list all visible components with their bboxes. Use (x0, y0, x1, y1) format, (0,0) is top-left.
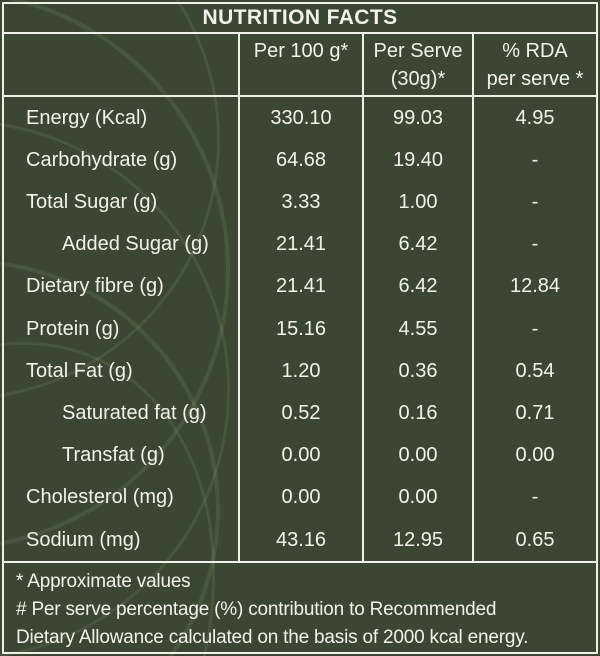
value-rda-per-serve: 0.71 (472, 392, 596, 435)
value-rda-per-serve: - (472, 308, 596, 351)
value-per-serve: 0.36 (362, 350, 472, 393)
panel-title: NUTRITION FACTS (4, 4, 596, 34)
value-per-serve: 0.00 (362, 476, 472, 520)
value-per-serve: 4.55 (362, 308, 472, 351)
table-row: Energy (Kcal) 330.10 99.03 4.95 (4, 97, 596, 140)
table-row: Cholesterol (mg) 0.00 0.00 - (4, 476, 596, 520)
value-per-100g: 21.41 (238, 265, 362, 309)
table-header-row: Per 100 g* Per Serve (30g)* % RDA per se… (4, 34, 596, 97)
value-per-serve: 6.42 (362, 265, 472, 309)
value-rda-per-serve: - (472, 223, 596, 266)
footnotes: * Approximate values # Per serve percent… (4, 561, 596, 652)
table-row: Carbohydrate (g) 64.68 19.40 - (4, 139, 596, 182)
column-header-nutrient (4, 34, 238, 95)
value-per-serve: 19.40 (362, 139, 472, 182)
table-row: Total Fat (g) 1.20 0.36 0.54 (4, 350, 596, 393)
footnote-rda-line2: Dietary Allowance calculated on the basi… (16, 627, 529, 649)
value-per-serve: 99.03 (362, 97, 472, 140)
column-header-line: Per 100 g* (253, 40, 349, 62)
value-per-serve: 0.00 (362, 434, 472, 477)
value-per-100g: 0.00 (238, 434, 362, 477)
table-row: Sodium (mg) 43.16 12.95 0.65 (4, 519, 596, 562)
value-rda-per-serve: 4.95 (472, 97, 596, 140)
table-row: Saturated fat (g) 0.52 0.16 0.71 (4, 392, 596, 435)
value-per-100g: 330.10 (238, 97, 362, 140)
table-body: Energy (Kcal) 330.10 99.03 4.95 Carbohyd… (4, 97, 596, 562)
value-per-100g: 43.16 (238, 519, 362, 562)
nutrient-label: Added Sugar (g) (62, 233, 209, 256)
value-per-serve: 6.42 (362, 223, 472, 266)
table-row: Transfat (g) 0.00 0.00 0.00 (4, 434, 596, 477)
column-header-line: (30g)* (390, 68, 446, 91)
value-rda-per-serve: - (472, 181, 596, 224)
nutrient-label: Cholesterol (mg) (26, 486, 174, 509)
value-rda-per-serve: 0.54 (472, 350, 596, 393)
nutrient-label: Total Sugar (g) (26, 191, 158, 213)
nutrient-label: Saturated fat (g) (62, 402, 207, 425)
column-header-line: % RDA (502, 40, 568, 62)
column-header-line: per serve * (486, 68, 584, 91)
table-row: Total Sugar (g) 3.33 1.00 - (4, 181, 596, 224)
nutrient-label: Transfat (g) (62, 444, 165, 467)
nutrient-label: Sodium (mg) (26, 528, 141, 551)
value-rda-per-serve: 12.84 (472, 265, 596, 309)
nutrient-label: Total Fat (g) (26, 359, 133, 382)
value-rda-per-serve: 0.00 (472, 434, 596, 477)
value-per-100g: 3.33 (238, 181, 362, 224)
column-header-per-serve: Per Serve (30g)* (362, 34, 472, 95)
value-per-100g: 0.00 (238, 476, 362, 520)
column-header-rda: % RDA per serve * (472, 34, 596, 95)
value-rda-per-serve: 0.65 (472, 519, 596, 562)
column-header-per-100g: Per 100 g* (238, 34, 362, 95)
nutrient-label: Energy (Kcal) (26, 106, 148, 129)
value-rda-per-serve: - (472, 476, 596, 520)
nutrient-label: Dietary fibre (g) (26, 275, 164, 298)
value-per-100g: 15.16 (238, 308, 362, 351)
value-rda-per-serve: - (472, 139, 596, 182)
table-row: Dietary fibre (g) 21.41 6.42 12.84 (4, 265, 596, 309)
value-per-100g: 0.52 (238, 392, 362, 435)
nutrient-label: Protein (g) (26, 317, 120, 340)
table-row: Protein (g) 15.16 4.55 - (4, 308, 596, 351)
value-per-serve: 0.16 (362, 392, 472, 435)
value-per-serve: 12.95 (362, 519, 472, 562)
footnote-rda-line1: # Per serve percentage (%) contribution … (16, 599, 497, 621)
value-per-serve: 1.00 (362, 181, 472, 224)
column-header-line: Per Serve (373, 40, 463, 62)
table-row: Added Sugar (g) 21.41 6.42 - (4, 223, 596, 266)
value-per-100g: 1.20 (238, 350, 362, 393)
value-per-100g: 21.41 (238, 223, 362, 266)
value-per-100g: 64.68 (238, 139, 362, 182)
footnote-approximate-values: * Approximate values (16, 571, 191, 593)
nutrient-label: Carbohydrate (g) (26, 148, 178, 171)
